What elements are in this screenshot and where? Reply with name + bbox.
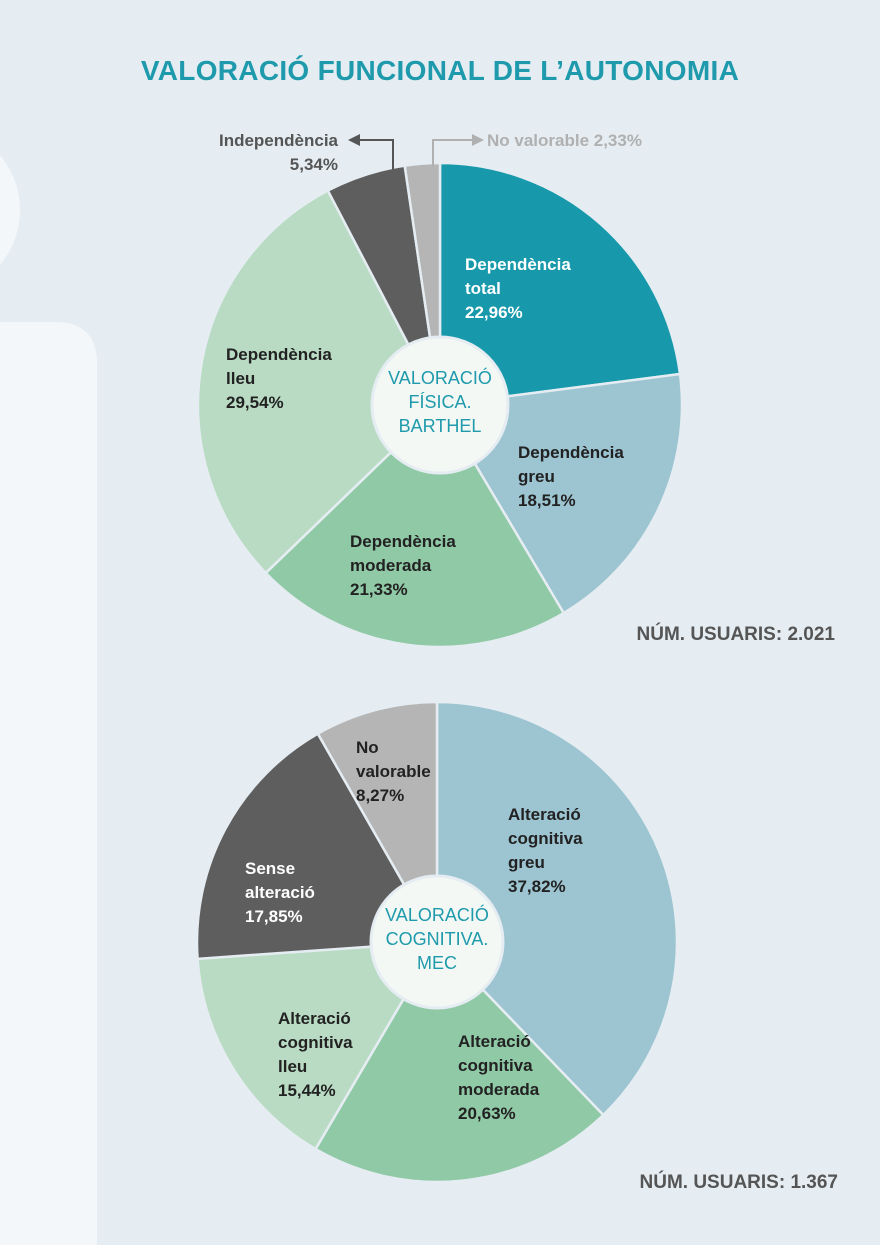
center-label: VALORACIÓ FÍSICA. BARTHEL [388,367,492,436]
mec-pie-chart: VALORACIÓ COGNITIVA. MEC Alteració cognitiva… [195,700,839,1193]
background-circle [0,155,20,265]
pie-slice [438,161,682,407]
slice-label: Dependència greu 18,51% [518,443,624,510]
center-circle [369,874,505,1010]
pie-slice [196,940,440,1151]
center-circle [370,335,510,475]
center-label: VALORACIÓ COGNITIVA. MEC [385,904,489,973]
callout-line [356,139,394,170]
pie-slice [435,700,679,1117]
slice-label: No valorable 2,33% [487,131,642,150]
slice-label: Independència 5,34% [219,131,339,174]
page-title: VALORACIÓ FUNCIONAL DE L’AUTONOMIA [140,55,740,86]
slice-label: Alteració cognitiva greu 37,82% [508,805,583,896]
slice-label: Alteració cognitiva lleu 15,44% [278,1009,353,1100]
pie-slice [196,188,442,575]
background-card [0,322,97,1245]
slice-label: Dependència moderada 21,33% [350,532,456,599]
arrow-icon [472,134,484,146]
users-count-label: NÚM. USUARIS: 2.021 [637,623,836,645]
slice-label: Alteració cognitiva moderada 20,63% [458,1032,540,1123]
slice-label: Dependència lleu 29,54% [226,345,332,412]
slice-label: Sense alteració 17,85% [245,859,315,926]
users-count-label: NÚM. USUARIS: 1.367 [640,1171,839,1193]
callout-line [432,139,476,167]
pie-slice [263,403,566,649]
slice-label: Dependència total 22,96% [465,255,571,322]
slice-label: No valorable 8,27% [356,738,431,805]
pie-slice [313,939,606,1184]
arrow-icon [348,134,360,146]
barthel-pie-chart: VALORACIÓ FÍSICA. BARTHEL Dependència total 2… [196,131,836,649]
pie-slice [195,731,440,961]
